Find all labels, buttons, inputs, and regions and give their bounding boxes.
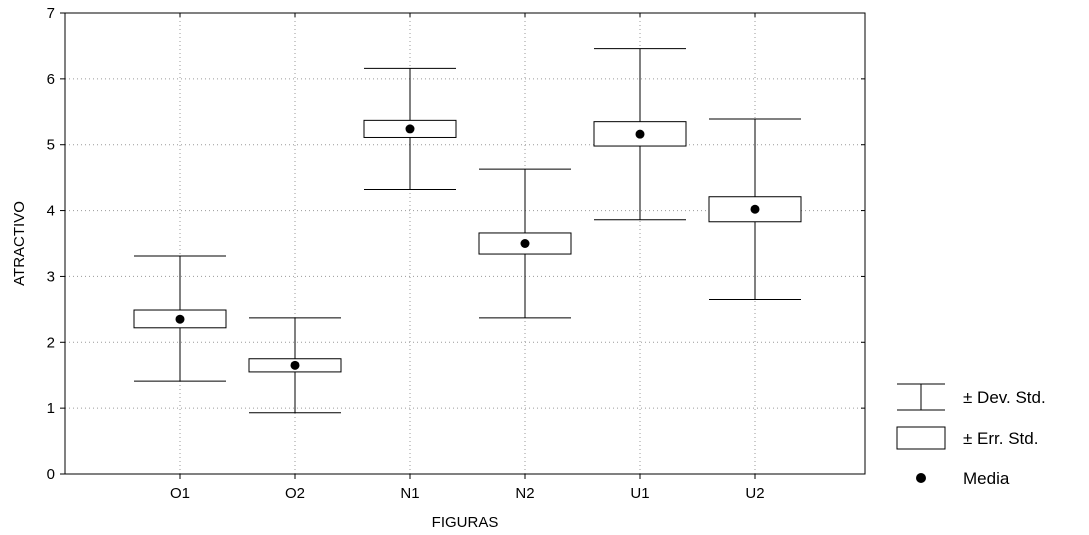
legend-item: Media [916, 469, 1010, 488]
mean-dot [405, 124, 415, 134]
legend-label: ± Err. Std. [963, 429, 1038, 448]
x-tick-label: U2 [745, 485, 764, 502]
y-tick-label: 1 [47, 400, 55, 417]
plot-frame [64, 12, 866, 475]
box-n2 [478, 168, 572, 319]
y-tick-label: 5 [47, 137, 55, 154]
box-u2 [708, 118, 802, 300]
x-axis-ticks: O1 O2 N1 N2 U1 U2 [170, 13, 765, 502]
x-tick-label: U1 [630, 485, 649, 502]
legend-label: Media [963, 469, 1010, 488]
grid-lines [65, 13, 865, 474]
y-tick-label: 3 [47, 268, 55, 285]
x-axis-label: FIGURAS [432, 514, 499, 531]
x-tick-label: N2 [515, 485, 534, 502]
mean-dot [290, 360, 300, 370]
box-n1 [363, 67, 457, 190]
x-tick-label: N1 [400, 485, 419, 502]
legend: ± Dev. Std. ± Err. Std. Media [896, 383, 1046, 488]
x-tick-label: O1 [170, 485, 190, 502]
y-axis-ticks: 0 1 2 3 4 5 6 7 [47, 5, 865, 483]
y-tick-label: 2 [47, 334, 55, 351]
box-o1 [133, 255, 227, 382]
legend-item: ± Err. Std. [896, 426, 1038, 450]
legend-label: ± Dev. Std. [963, 388, 1046, 407]
y-tick-label: 4 [47, 203, 55, 220]
legend-box-symbol [896, 426, 946, 450]
box-u1 [593, 48, 687, 221]
x-tick-label: O2 [285, 485, 305, 502]
y-tick-label: 6 [47, 71, 55, 88]
mean-dot [750, 204, 760, 214]
y-axis-label: ATRACTIVO [11, 201, 28, 286]
mean-dot [175, 314, 185, 324]
legend-item: ± Dev. Std. [897, 383, 1046, 411]
y-tick-label: 7 [47, 5, 55, 22]
mean-dot [635, 129, 645, 139]
plot-marks [133, 48, 802, 414]
y-tick-label: 0 [47, 466, 55, 483]
err-std-box [593, 121, 687, 147]
mean-dot [520, 239, 530, 248]
legend-dot-symbol [916, 473, 926, 483]
box-o2 [248, 317, 342, 414]
